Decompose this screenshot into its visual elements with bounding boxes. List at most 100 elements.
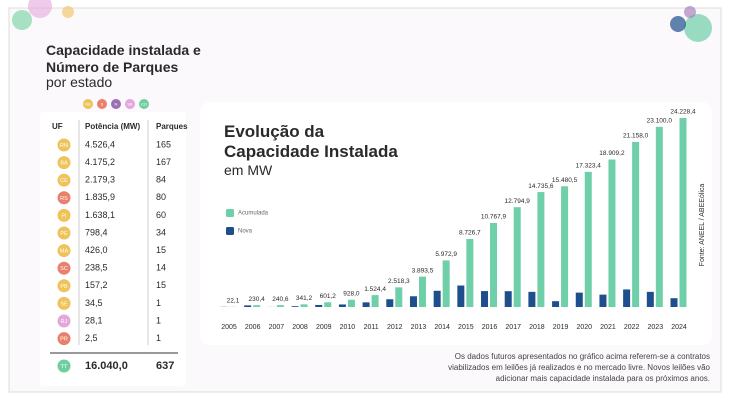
bar	[623, 289, 631, 307]
x-tick-label: 2013	[411, 324, 427, 331]
bar	[347, 299, 355, 307]
uf-badge	[57, 332, 71, 346]
power: 426,0	[85, 245, 108, 255]
uf: MA	[60, 249, 69, 255]
value-label: 14.735,6	[528, 183, 554, 190]
value-label: 2.518,3	[388, 278, 410, 285]
decor	[684, 6, 696, 18]
power: 2.179,3	[85, 175, 115, 185]
bar	[386, 299, 394, 307]
parks: 1	[156, 315, 161, 325]
uf-badge	[57, 208, 71, 222]
value-label: 341,2	[296, 295, 313, 302]
region-badge	[97, 99, 107, 109]
power: 2,5	[85, 333, 98, 343]
power: 1.638,1	[85, 210, 115, 220]
x-tick-label: 2023	[648, 324, 664, 331]
x-tick-label: 2015	[458, 324, 474, 331]
column-header: Potência (MW)	[85, 122, 140, 131]
uf: PE	[60, 231, 68, 237]
parks: 60	[156, 210, 166, 220]
uf-badge	[57, 173, 71, 187]
value-label: 22,1	[227, 298, 240, 305]
bar	[655, 126, 663, 307]
bar	[433, 290, 441, 307]
title: Capacidade instalada e Número de Parques	[46, 42, 201, 75]
x-tick-label: 2018	[529, 324, 545, 331]
legend-label: Acumulada	[238, 211, 269, 217]
value-label: 17.323,4	[576, 163, 602, 170]
bar	[466, 238, 474, 307]
parks: 14	[156, 263, 166, 273]
power: 238,5	[85, 263, 108, 273]
x-tick-label: 2008	[292, 324, 308, 331]
bar	[362, 302, 370, 307]
x-tick-label: 2022	[624, 324, 640, 331]
decor	[62, 6, 74, 18]
power: 4.526,4	[85, 139, 115, 149]
legend-swatch	[226, 209, 234, 217]
x-tick-label: 2021	[600, 324, 616, 331]
parks: 80	[156, 192, 166, 202]
uf: RN	[60, 143, 68, 149]
x-tick-label: 2009	[316, 324, 332, 331]
uf: BA	[60, 161, 68, 167]
uf-badge	[57, 191, 71, 205]
uf-badge	[57, 156, 71, 170]
uf: PI	[61, 213, 67, 219]
parks: 34	[156, 227, 166, 237]
bar	[575, 292, 583, 307]
bar	[276, 305, 284, 307]
parks: 15	[156, 245, 166, 255]
bar	[552, 301, 560, 307]
column-header: UF	[52, 122, 63, 131]
value-label: 601,2	[320, 293, 337, 300]
x-tick-label: 2024	[671, 324, 687, 331]
bar	[599, 294, 607, 307]
bar	[537, 192, 545, 307]
parks: 165	[156, 139, 171, 149]
uf-badge	[57, 244, 71, 258]
uf: PB	[60, 284, 68, 290]
power: 157,2	[85, 280, 108, 290]
chart-panel	[200, 102, 712, 345]
bar	[338, 304, 346, 307]
power: 16.040,0	[85, 360, 128, 372]
chart-title: Evolução da Capacidade Instalada	[224, 122, 398, 161]
value-label: 230,4	[249, 296, 266, 303]
decor	[28, 0, 52, 18]
bar	[371, 295, 379, 307]
value-label: 18.909,2	[599, 150, 625, 157]
bar	[442, 260, 450, 307]
bar	[244, 305, 252, 307]
x-tick-label: 2010	[340, 324, 356, 331]
x-tick-label: 2007	[269, 324, 285, 331]
bar	[315, 304, 323, 307]
parks: 15	[156, 280, 166, 290]
bar	[561, 186, 569, 307]
uf-badge	[57, 296, 71, 310]
bar	[513, 207, 521, 307]
bar	[504, 291, 512, 307]
x-tick-label: 2011	[364, 324, 379, 331]
value-label: 8.726,7	[459, 230, 481, 237]
bar	[291, 306, 299, 307]
footnote: Os dados futuros apresentados no gráfico…	[448, 352, 710, 383]
x-tick-label: 2017	[505, 324, 521, 331]
region-badge	[125, 99, 135, 109]
power: 798,4	[85, 227, 108, 237]
value-label: 3.893,5	[412, 267, 434, 274]
x-tick-label: 2005	[221, 324, 237, 331]
region-label: SE	[127, 102, 133, 107]
uf: RJ	[61, 319, 68, 325]
source: Fonte: ANEEL / ABEEólica	[699, 184, 706, 267]
uf: SE	[60, 301, 68, 307]
value-label: 240,6	[272, 296, 289, 303]
bar	[324, 302, 332, 307]
uf: RS	[60, 196, 68, 202]
uf-badge	[57, 261, 71, 275]
region-badge	[83, 99, 93, 109]
legend-label: Nova	[238, 229, 253, 235]
uf: SC	[60, 266, 68, 272]
